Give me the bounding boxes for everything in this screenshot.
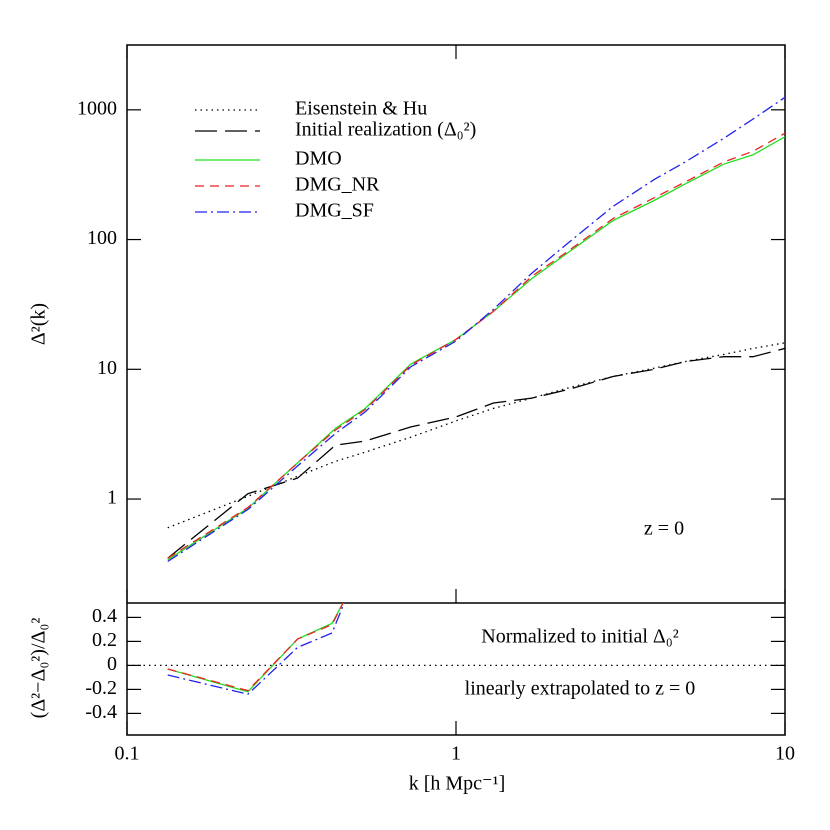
series-line [167,96,785,563]
annotation: Normalized to initial Δ₀² [481,626,678,648]
series-line [167,603,344,693]
y-tick-label: 1 [107,487,117,509]
y-axis-label: Δ²(k) [28,303,50,345]
x-tick-label: 1 [451,743,461,765]
y-tick-label: 100 [87,227,117,249]
y-tick-label: 0.2 [92,629,117,651]
y-tick-label: -0.4 [85,701,117,723]
series-line [167,342,785,529]
legend-label: DMO [295,148,342,170]
series-line [167,603,345,695]
y-tick-label: 1000 [77,97,117,119]
annotation: z = 0 [644,518,684,540]
legend-label: Eisenstein & Hu [295,98,427,120]
frame [126,44,786,736]
legend-label: DMG_NR [295,174,380,196]
x-axis-label: k [h Mpc⁻¹] [409,773,506,795]
legend-label: DMG_SF [295,200,374,222]
x-tick-label: 10 [775,743,795,765]
y-tick-label: -0.2 [85,677,117,699]
y-tick-label: 0.4 [92,605,117,627]
series-line [167,603,344,692]
series-line [167,132,785,559]
legend-label: Initial realization (Δ₀²) [295,119,476,141]
y-axis-label: (Δ²−Δ₀²)/Δ₀² [28,618,50,719]
x-tick-label: 0.1 [115,743,140,765]
y-tick-label: 0 [107,653,117,675]
y-tick-label: 10 [97,357,117,379]
annotation: linearly extrapolated to z = 0 [465,678,696,700]
plot-area [167,96,785,563]
plot-area [167,603,345,695]
series-line [167,347,785,559]
